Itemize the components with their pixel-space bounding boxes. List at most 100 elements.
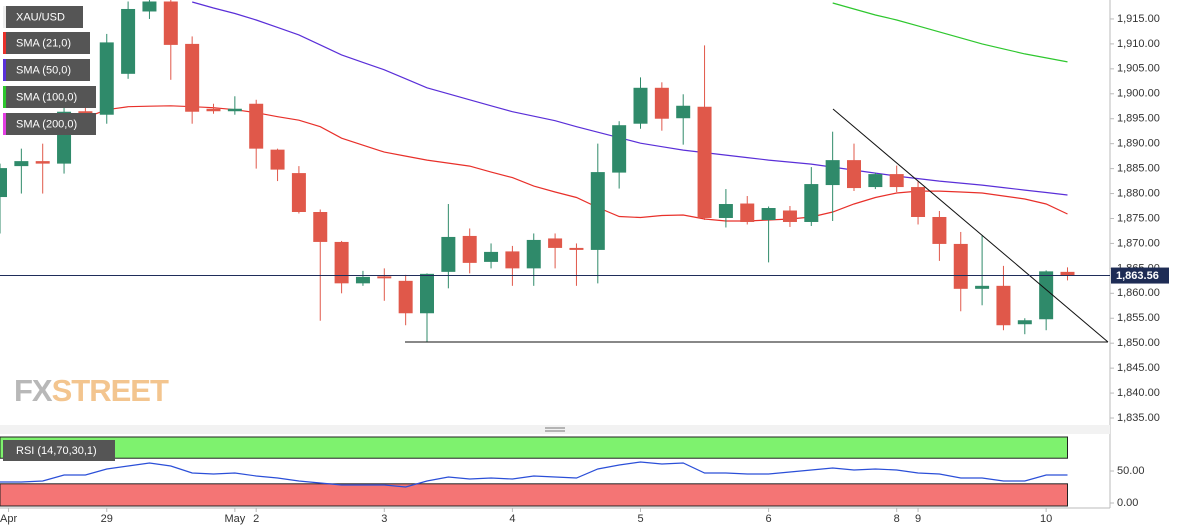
candle-body xyxy=(718,204,733,218)
candle-body xyxy=(847,160,861,189)
oversold-band xyxy=(0,483,1068,507)
y-tick-label: 1,860.00 xyxy=(1117,287,1160,299)
candle-body xyxy=(1060,271,1075,276)
candle-body xyxy=(142,1,157,12)
legend-swatch xyxy=(3,86,6,108)
candle-body xyxy=(462,235,477,263)
y-tick-label: 1,845.00 xyxy=(1117,362,1160,374)
candle-body xyxy=(398,280,413,314)
candle-body xyxy=(825,160,840,186)
candle-body xyxy=(548,238,563,248)
candle-body xyxy=(654,87,669,119)
legend-label: SMA (21,0) xyxy=(16,37,71,49)
y-tick-label: 1,855.00 xyxy=(1117,312,1160,324)
last-price-label: 1,863.56 xyxy=(1116,270,1159,282)
candle-body xyxy=(334,241,349,284)
y-tick-label: 1,880.00 xyxy=(1117,187,1160,199)
x-tick-label: 5 xyxy=(637,513,643,525)
last-price-box xyxy=(1111,267,1169,284)
candle-body xyxy=(505,251,520,269)
candle-body xyxy=(590,172,605,250)
candle-body xyxy=(35,161,50,164)
candle-body xyxy=(420,273,434,314)
y-tick-label: 1,890.00 xyxy=(1117,138,1160,150)
candle-body xyxy=(633,87,648,124)
y-tick-label: 1,905.00 xyxy=(1117,63,1160,75)
legend-box xyxy=(3,113,96,135)
x-tick-label: 9 xyxy=(915,513,921,525)
x-tick-label: Apr xyxy=(0,513,17,525)
legend-swatch xyxy=(3,6,6,28)
watermark-fx: FX xyxy=(14,373,53,408)
legend-swatch xyxy=(3,32,6,54)
y-tick-label: 1,835.00 xyxy=(1117,412,1160,424)
y-tick-label: 1,895.00 xyxy=(1117,113,1160,125)
legend-box xyxy=(3,86,96,108)
candle-body xyxy=(355,276,370,284)
watermark-street: STREET xyxy=(52,373,169,408)
legend-box xyxy=(3,6,83,28)
legend-label: SMA (50,0) xyxy=(16,64,71,76)
candle-body xyxy=(996,285,1011,326)
legend-swatch xyxy=(3,59,6,81)
trendlines xyxy=(405,108,1109,343)
candle-body xyxy=(249,103,264,149)
candle-body xyxy=(676,105,691,119)
y-tick-label: 50.00 xyxy=(1117,465,1145,477)
candle-body xyxy=(185,43,200,112)
candle-body xyxy=(932,216,947,244)
candle-body xyxy=(761,208,776,220)
legend-label: XAU/USD xyxy=(16,11,65,23)
candle-body xyxy=(569,247,584,250)
legend-box xyxy=(3,59,90,81)
candle-body xyxy=(975,285,990,289)
candle-body xyxy=(313,212,328,242)
candle-body xyxy=(163,1,178,45)
candle-body xyxy=(441,236,456,272)
candle-body xyxy=(782,210,797,222)
trend-line xyxy=(832,108,1109,343)
candle-body xyxy=(889,174,904,188)
candle-body xyxy=(291,173,306,213)
x-tick-label: May xyxy=(224,513,245,525)
candle-body xyxy=(1039,271,1054,320)
candle-body xyxy=(911,187,926,217)
legend-label: SMA (100,0) xyxy=(16,91,77,103)
x-tick-label: 2 xyxy=(253,513,259,525)
x-tick-label: 3 xyxy=(381,513,387,525)
candle-body xyxy=(526,239,541,269)
y-tick-label: 1,870.00 xyxy=(1117,237,1160,249)
candle-body xyxy=(0,168,7,198)
legend-box xyxy=(3,440,115,461)
candle-body xyxy=(740,203,755,222)
candle-body xyxy=(14,161,29,167)
legend-label: SMA (200,0) xyxy=(16,118,77,130)
legend: XAU/USD SMA (21,0) SMA (50,0) SMA (100,0) S… xyxy=(3,6,115,461)
x-tick-label: 10 xyxy=(1040,513,1052,525)
legend-label: RSI (14,70,30,1) xyxy=(16,445,97,457)
candle-body xyxy=(206,108,221,112)
y-tick-label: 1,910.00 xyxy=(1117,38,1160,50)
candle-body xyxy=(612,125,627,173)
y-tick-label: 1,840.00 xyxy=(1117,387,1160,399)
candle-body xyxy=(868,174,883,188)
y-tick-label: 0.00 xyxy=(1117,497,1138,509)
candle-body xyxy=(227,108,242,112)
sma-line xyxy=(192,1,1068,196)
candle-body xyxy=(377,276,392,279)
sma-line xyxy=(832,2,1068,63)
overbought-band xyxy=(0,436,1068,459)
y-tick-label: 1,875.00 xyxy=(1117,212,1160,224)
candle-body xyxy=(804,184,819,222)
x-tick-label: 4 xyxy=(509,513,515,525)
rsi-line xyxy=(0,461,1068,488)
sma-line xyxy=(85,105,1068,222)
y-tick-label: 1,900.00 xyxy=(1117,88,1160,100)
x-tick-label: 8 xyxy=(894,513,900,525)
y-tick-label: 1,915.00 xyxy=(1117,13,1160,25)
panel-separator xyxy=(0,425,1110,434)
candle-body xyxy=(121,8,136,74)
candle-body xyxy=(270,149,285,170)
candle-body xyxy=(953,243,968,289)
